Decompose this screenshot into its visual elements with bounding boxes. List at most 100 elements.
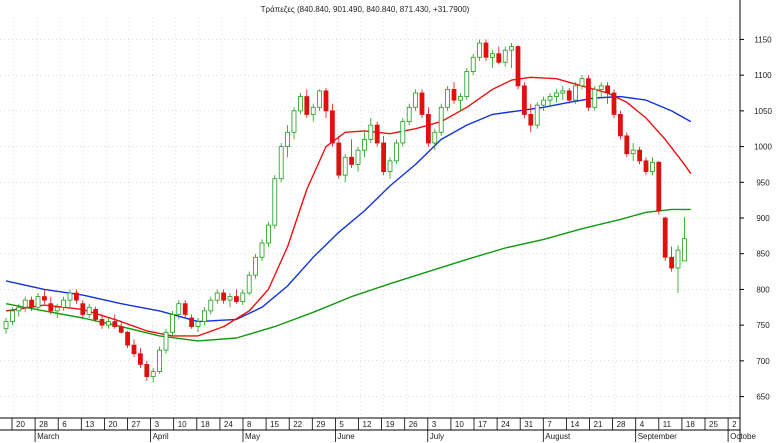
x-day-label: 13 [85, 420, 94, 429]
x-day-label: 10 [178, 420, 187, 429]
x-month-label: August [545, 432, 571, 441]
candle-body [304, 96, 310, 115]
y-tick-label: 850 [756, 250, 770, 259]
x-day-label: 31 [524, 420, 533, 429]
candle-body [464, 71, 470, 97]
candle-body [214, 292, 220, 301]
candle-body [374, 124, 380, 144]
candle-body [515, 46, 521, 87]
candle-body [445, 89, 451, 108]
candle-body [16, 306, 22, 312]
y-tick-label: 950 [756, 178, 770, 187]
x-day-label: 3 [432, 420, 437, 429]
x-month-label: June [337, 432, 355, 441]
candle-body [246, 274, 252, 294]
candle-body [470, 56, 476, 72]
candle-body [368, 124, 374, 140]
candles [3, 39, 687, 383]
candle-body [413, 92, 419, 108]
candle-body [630, 149, 636, 155]
candle-body [125, 331, 130, 346]
candle-body [297, 96, 303, 112]
x-month-label: Octobe [730, 432, 756, 441]
candle-body [522, 85, 527, 115]
candle-body [489, 53, 495, 58]
x-day-label: 21 [594, 420, 603, 429]
x-day-label: 29 [316, 420, 325, 429]
y-tick-label: 700 [756, 357, 770, 366]
candle-body [554, 92, 559, 97]
chart-title: Τράπεζες (840.840, 901.490, 840.840, 871… [261, 5, 470, 14]
candle-body [227, 296, 233, 301]
candle-body [106, 321, 111, 326]
candle-body [406, 106, 412, 122]
candle-body [662, 217, 668, 258]
y-tick-label: 900 [756, 214, 770, 223]
candle-body [189, 317, 195, 327]
candle-body [393, 142, 399, 162]
candle-body [586, 78, 591, 108]
x-day-label: 22 [293, 420, 302, 429]
candle-body [137, 353, 143, 365]
candle-body [387, 160, 393, 172]
candle-body [361, 139, 367, 151]
candle-body [560, 90, 566, 94]
x-month-label: May [245, 432, 260, 441]
candle-body [438, 106, 444, 133]
candle-body [74, 292, 79, 301]
candle-body [150, 371, 156, 377]
candle-body [419, 92, 425, 115]
candle-body [278, 146, 284, 180]
candle-body [93, 309, 98, 320]
x-day-label: 28 [39, 420, 48, 429]
candle-body [592, 89, 598, 108]
candle-body [80, 303, 86, 315]
candle-body [99, 319, 105, 326]
candle-body [669, 256, 674, 269]
candle-body [291, 110, 297, 133]
candle-body [682, 238, 687, 262]
candle-body [598, 85, 604, 90]
x-day-label: 14 [570, 420, 579, 429]
y-tick-label: 1050 [754, 107, 772, 116]
candle-body [329, 110, 335, 144]
x-day-label: 18 [686, 420, 695, 429]
candle-body [605, 85, 610, 94]
candle-body [547, 96, 553, 101]
candle-body [233, 296, 239, 302]
x-day-label: 25 [709, 420, 718, 429]
candle-body [579, 78, 585, 87]
candle-body [624, 135, 630, 155]
candle-body [131, 344, 137, 355]
candle-body [118, 326, 124, 333]
x-day-label: 24 [501, 420, 510, 429]
candle-body [157, 349, 163, 372]
candle-body [265, 224, 271, 244]
candle-body [618, 114, 623, 137]
y-tick-label: 1000 [754, 143, 772, 152]
y-tick-label: 1100 [754, 71, 772, 80]
x-day-label: 18 [201, 420, 210, 429]
candle-body [22, 299, 28, 308]
candle-body [259, 242, 265, 258]
candle-body [310, 106, 316, 115]
candle-body [169, 314, 175, 333]
candle-body [240, 292, 246, 302]
x-day-label: 24 [224, 420, 233, 429]
y-tick-label: 650 [756, 393, 770, 402]
x-day-label: 5 [339, 420, 344, 429]
candle-body [195, 321, 201, 327]
candle-body [611, 92, 617, 115]
candle-body [29, 299, 35, 308]
candle-body [336, 142, 342, 176]
candle-body [42, 296, 47, 301]
candle-body [67, 292, 73, 301]
candle-body [253, 256, 259, 276]
candle-body [566, 90, 572, 101]
x-day-label: 19 [386, 420, 395, 429]
candle-body [451, 89, 457, 101]
